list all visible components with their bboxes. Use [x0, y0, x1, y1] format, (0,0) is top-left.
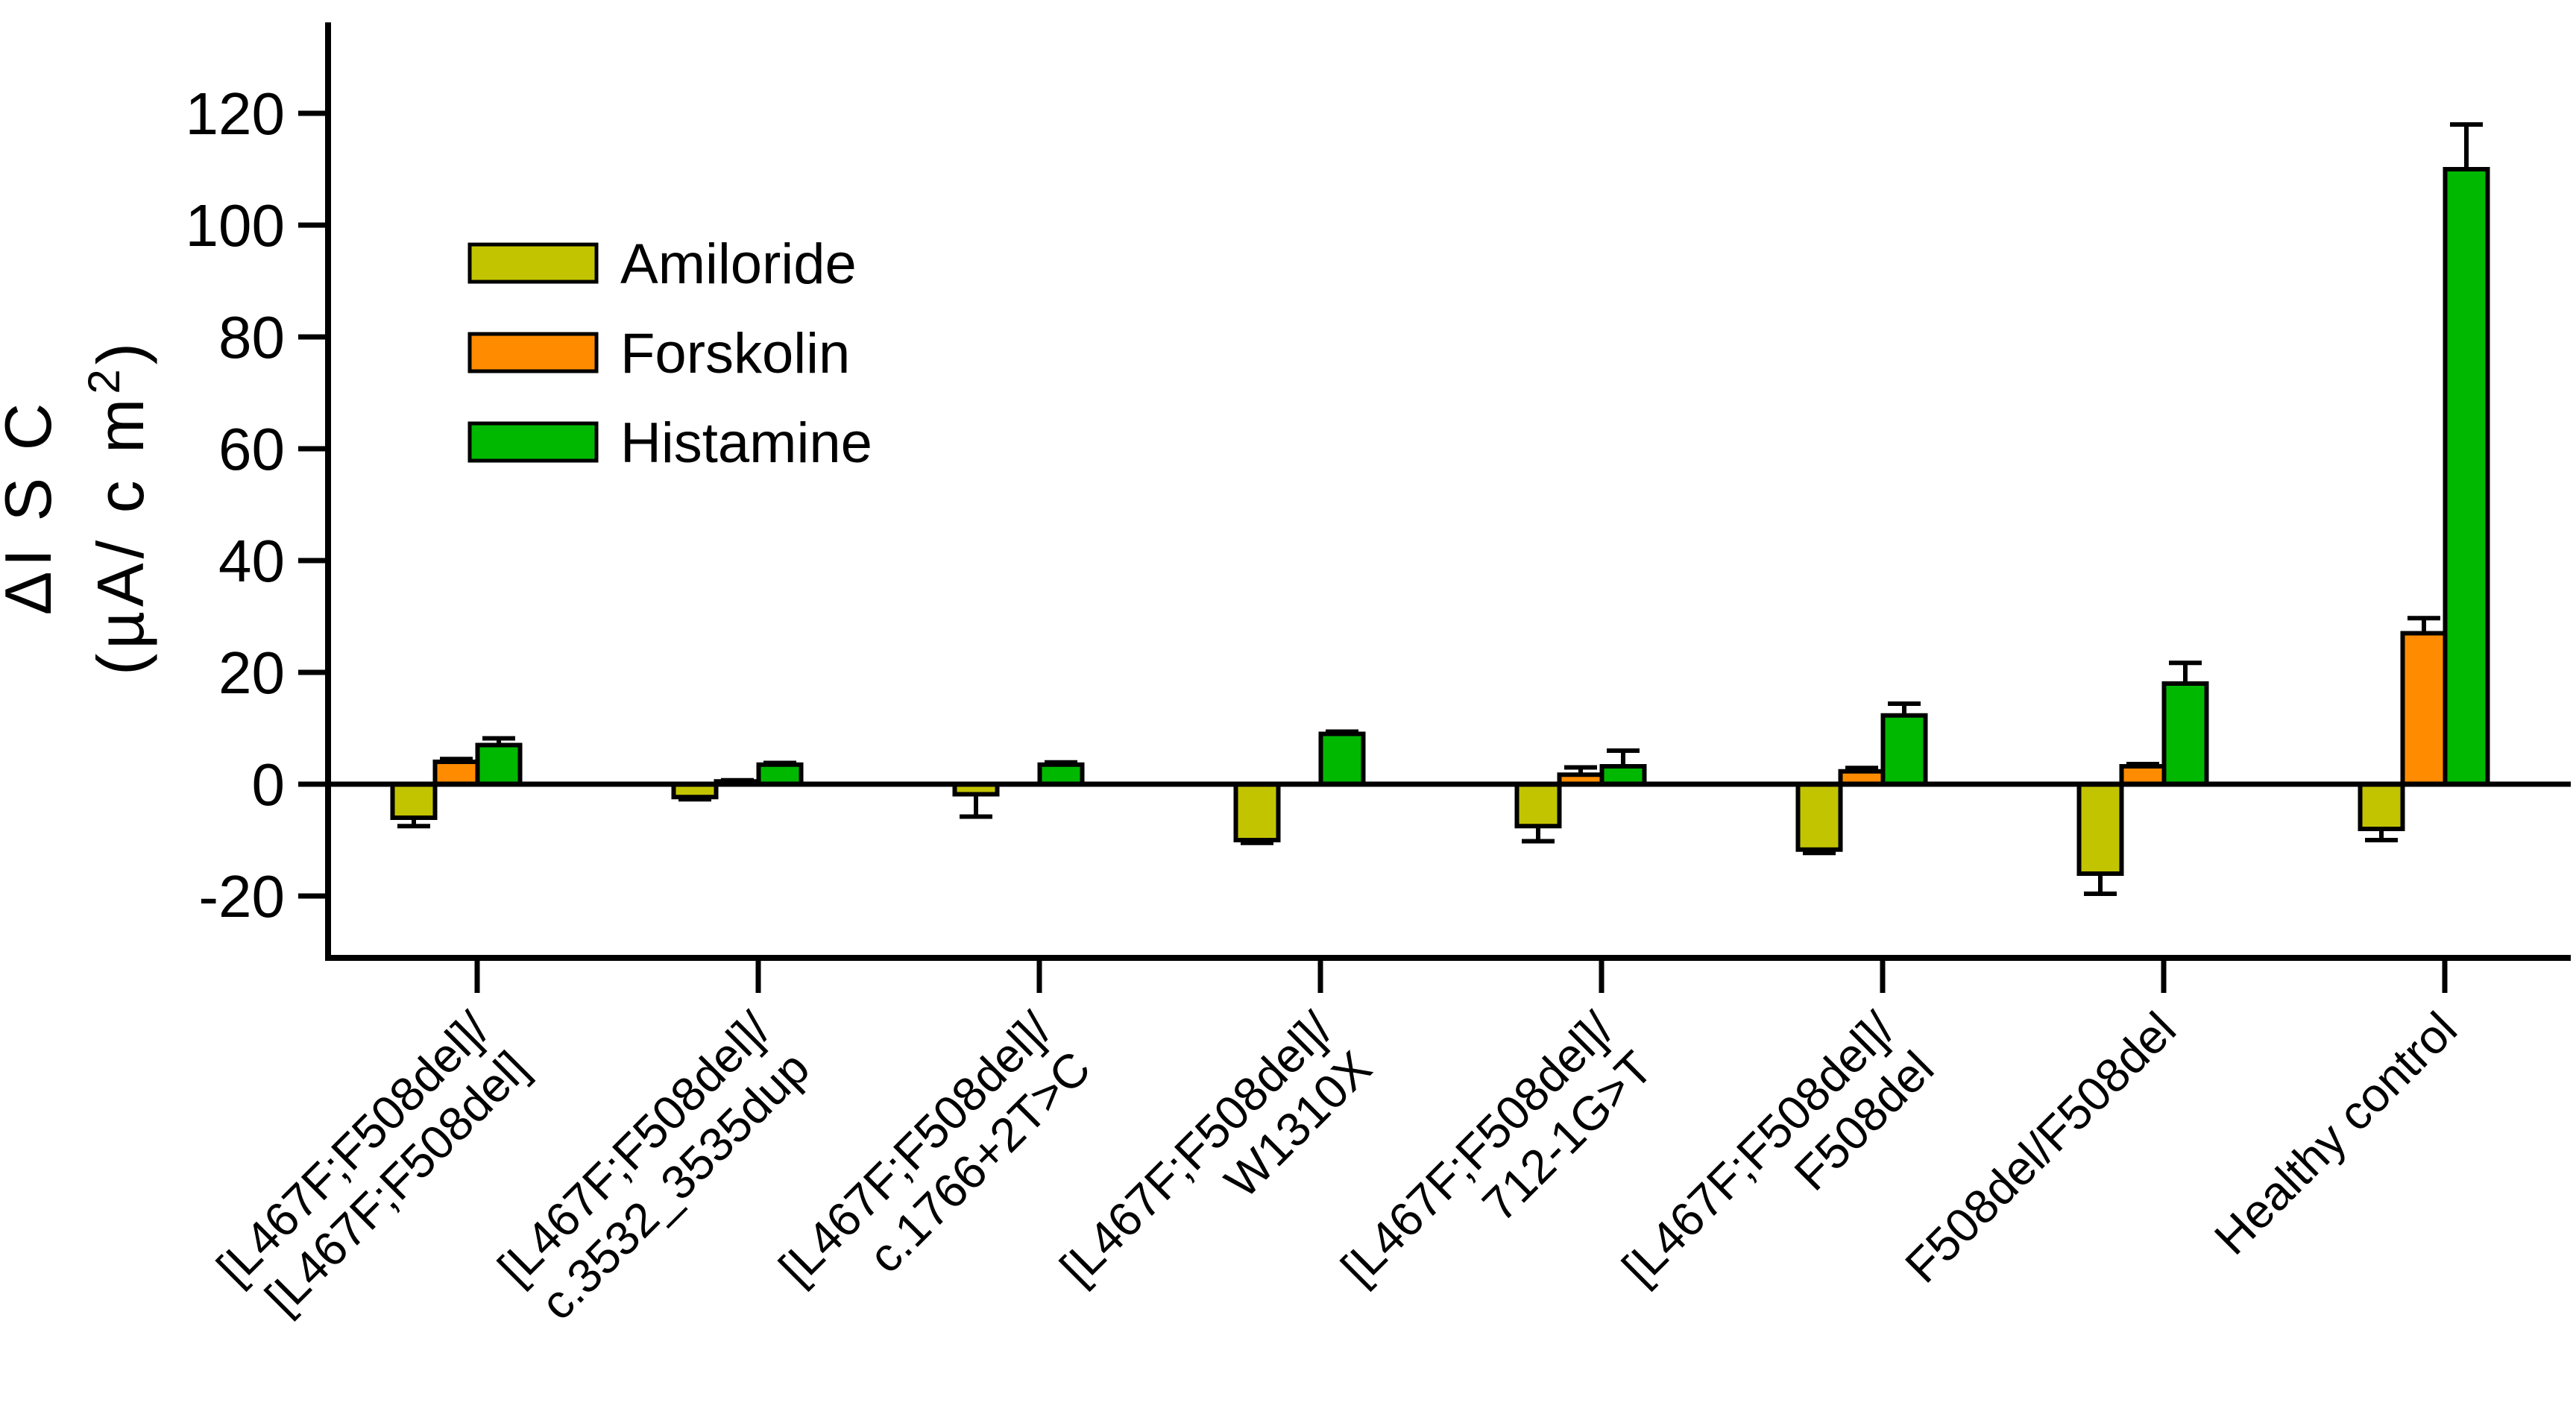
legend-swatch-forskolin	[467, 332, 599, 373]
bar-amiloride-group8	[2358, 782, 2405, 831]
bar-histamine-group4	[1318, 731, 1366, 786]
y-tick-label-100: 100	[186, 192, 285, 259]
bar-histamine-group8	[2443, 167, 2490, 786]
x-axis-group-label-3: [L467F;F508del]/c.1766+2T>C	[769, 1002, 1100, 1295]
bar-amiloride-group5	[1514, 782, 1562, 829]
bar-amiloride-group1	[390, 782, 438, 820]
legend-swatch-histamine	[467, 421, 599, 463]
y-tick-label--20: -20	[198, 863, 285, 930]
y-tick-label-20: 20	[218, 640, 285, 706]
axis-lines-layer	[298, 22, 2571, 993]
bar-amiloride-group6	[1795, 782, 1843, 852]
error-bars-layer	[397, 122, 2483, 896]
legend-label-amiloride: Amiloride	[620, 233, 857, 296]
x-axis-group-label-7: F508del/F508del	[1895, 1002, 2186, 1293]
y-tick-label-80: 80	[218, 304, 285, 370]
y-axis-title-line2: (µA/ c m2)	[79, 338, 157, 675]
x-axis-group-label-7-line1: F508del/F508del	[1895, 1002, 2186, 1293]
legend-swatch-amiloride	[467, 242, 599, 284]
bar-histamine-group5	[1599, 764, 1647, 786]
x-axis-group-label-2: [L467F;F508del]/c.3532_3535dup	[488, 1002, 819, 1331]
legend-label-histamine: Histamine	[620, 411, 872, 475]
bar-amiloride-group4	[1233, 782, 1281, 842]
legend-label-forskolin: Forskolin	[620, 322, 850, 385]
bar-histamine-group7	[2161, 681, 2209, 786]
x-axis-group-label-5: [L467F;F508del]/712-1G>T	[1331, 1002, 1663, 1295]
bar-forskolin-group1	[432, 760, 480, 786]
y-tick-label-60: 60	[218, 416, 285, 482]
x-axis-group-label-4: [L467F;F508del]/W1310X	[1050, 1002, 1382, 1295]
bar-histamine-group3	[1037, 762, 1085, 786]
bar-amiloride-group7	[2076, 782, 2124, 876]
bar-histamine-group2	[756, 762, 804, 786]
bar-histamine-group6	[1880, 713, 1928, 786]
x-axis-group-label-8: Healthy control	[2204, 1002, 2467, 1265]
y-tick-label-40: 40	[218, 528, 285, 594]
x-axis-group-label-6: [L467F;F508del]/F508del	[1612, 1002, 1944, 1295]
labels-layer: -20 0 20 40 60 80 100 120 [L467F;F508del]/[L467F…	[0, 81, 2467, 1331]
y-tick-label-120: 120	[186, 81, 285, 147]
bar-forskolin-group8	[2400, 631, 2448, 786]
y-tick-label-0: 0	[252, 751, 286, 818]
x-axis-group-label-1: [L467F;F508del]/[L467F;F508del]	[207, 1002, 538, 1325]
x-axis-group-label-8-line1: Healthy control	[2204, 1002, 2467, 1265]
bar-histamine-group1	[475, 742, 523, 786]
y-axis-title-line1: ΔI S C	[0, 399, 65, 615]
bar-forskolin-group7	[2119, 764, 2167, 786]
